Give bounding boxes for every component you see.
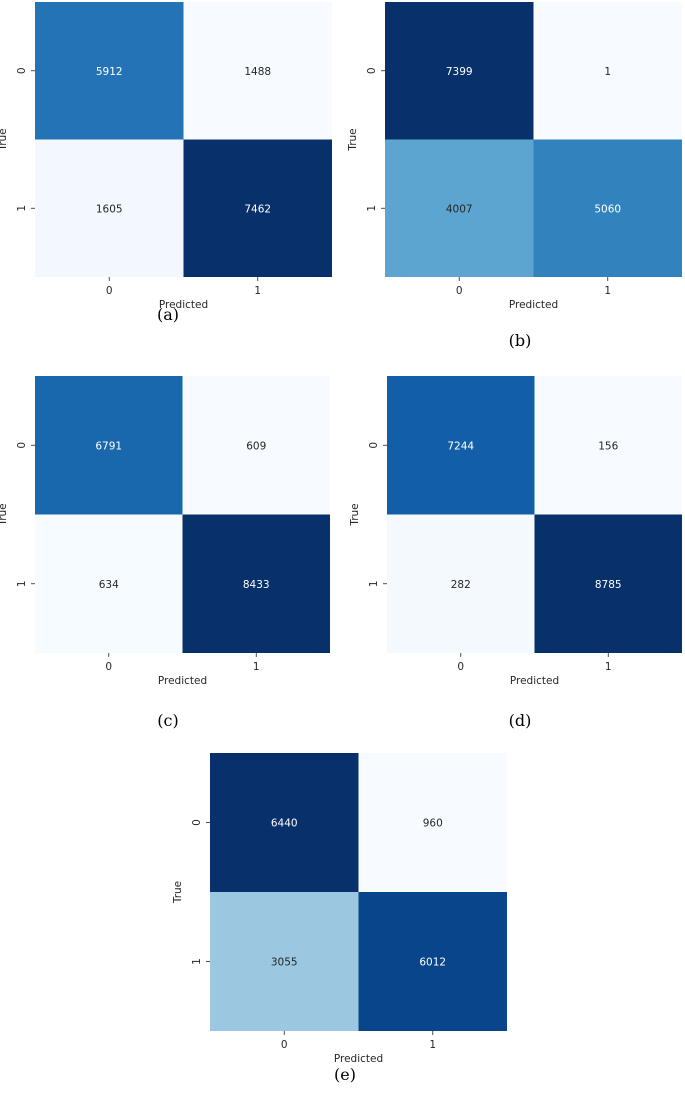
heatmap-cell [182, 376, 330, 515]
heatmap-cell [182, 514, 330, 653]
cell-value-label: 6012 [419, 957, 446, 969]
heatmap-cell [534, 514, 682, 653]
heatmap-cell [533, 139, 682, 277]
x-axis-label: Predicted [159, 299, 208, 311]
y-tick-label: 1 [191, 958, 203, 965]
cell-value-label: 282 [451, 579, 471, 591]
y-axis-label: True [0, 503, 9, 526]
heatmap-cell [35, 514, 183, 653]
y-tick-label: 0 [368, 442, 380, 449]
subfigure-caption: (b) [509, 331, 532, 350]
x-axis-label: Predicted [334, 1053, 383, 1065]
confusion-matrix-panel: 6440 960 3055 6012 0 1 0 1 Predicted True (e) [172, 753, 507, 1084]
y-tick-label: 1 [16, 205, 28, 212]
heatmap-cell [387, 376, 535, 515]
confusion-matrix-panel: 7399 1 4007 5060 0 1 0 1 Predicted True (b) [347, 2, 682, 350]
cell-value-label: 634 [99, 579, 119, 591]
confusion-matrix-panel: 5912 1488 1605 7462 0 1 0 1 Predicted True (a) [0, 2, 332, 324]
heatmap-cell [534, 376, 682, 515]
y-axis-label: True [347, 128, 359, 151]
heatmap-cell [533, 2, 682, 140]
subfigure-caption: (a) [157, 305, 179, 324]
y-tick-label: 0 [191, 819, 203, 826]
confusion-matrix-panel: 6791 609 634 8433 0 1 0 1 Predicted True (c) [0, 376, 330, 730]
y-tick-label: 1 [16, 580, 28, 587]
x-axis-label: Predicted [158, 675, 207, 687]
x-tick-label: 0 [281, 1039, 288, 1051]
x-tick-label: 1 [253, 661, 260, 673]
cell-value-label: 4007 [446, 203, 473, 215]
x-tick-label: 1 [605, 661, 612, 673]
heatmap-cell [358, 892, 507, 1031]
heatmap-cell [210, 892, 359, 1031]
y-axis-label: True [172, 881, 184, 904]
y-axis-label: True [349, 503, 361, 526]
cell-value-label: 8433 [243, 579, 270, 591]
x-tick-label: 1 [254, 285, 261, 297]
subfigure-caption: (c) [157, 711, 178, 730]
cell-value-label: 3055 [271, 957, 298, 969]
cell-value-label: 960 [423, 818, 443, 830]
cell-value-label: 5912 [96, 66, 123, 78]
cell-value-label: 7462 [244, 203, 271, 215]
x-tick-label: 0 [105, 661, 112, 673]
y-tick-label: 1 [366, 205, 378, 212]
cell-value-label: 8785 [595, 579, 622, 591]
x-axis-label: Predicted [510, 675, 559, 687]
y-tick-label: 0 [16, 442, 28, 449]
cell-value-label: 1488 [244, 66, 271, 78]
cell-value-label: 609 [246, 440, 266, 452]
y-tick-label: 0 [366, 67, 378, 74]
heatmap-cell [183, 139, 332, 277]
x-tick-label: 0 [106, 285, 113, 297]
heatmap-cell [385, 2, 534, 140]
subfigure-caption: (d) [509, 711, 532, 730]
subfigure-caption: (e) [334, 1065, 356, 1084]
cell-value-label: 7399 [446, 66, 473, 78]
heatmap-cell [385, 139, 534, 277]
heatmap-cell [35, 2, 184, 140]
x-tick-label: 1 [429, 1039, 436, 1051]
confusion-matrix-panel: 7244 156 282 8785 0 1 0 1 Predicted True (d) [349, 376, 682, 730]
heatmap-cell [35, 376, 183, 515]
cell-value-label: 6440 [271, 818, 298, 830]
heatmap-cell [387, 514, 535, 653]
cell-value-label: 1 [604, 66, 611, 78]
heatmap-cell [358, 753, 507, 892]
x-tick-label: 1 [604, 285, 611, 297]
x-tick-label: 0 [457, 661, 464, 673]
y-tick-label: 1 [368, 580, 380, 587]
heatmap-cell [183, 2, 332, 140]
cell-value-label: 7244 [447, 440, 474, 452]
y-tick-label: 0 [16, 67, 28, 74]
cell-value-label: 156 [598, 440, 618, 452]
heatmap-cell [210, 753, 359, 892]
cell-value-label: 1605 [96, 203, 123, 215]
y-axis-label: True [0, 128, 9, 151]
heatmap-cell [35, 139, 184, 277]
cell-value-label: 6791 [95, 440, 122, 452]
cell-value-label: 5060 [594, 203, 621, 215]
x-tick-label: 0 [456, 285, 463, 297]
x-axis-label: Predicted [509, 299, 558, 311]
